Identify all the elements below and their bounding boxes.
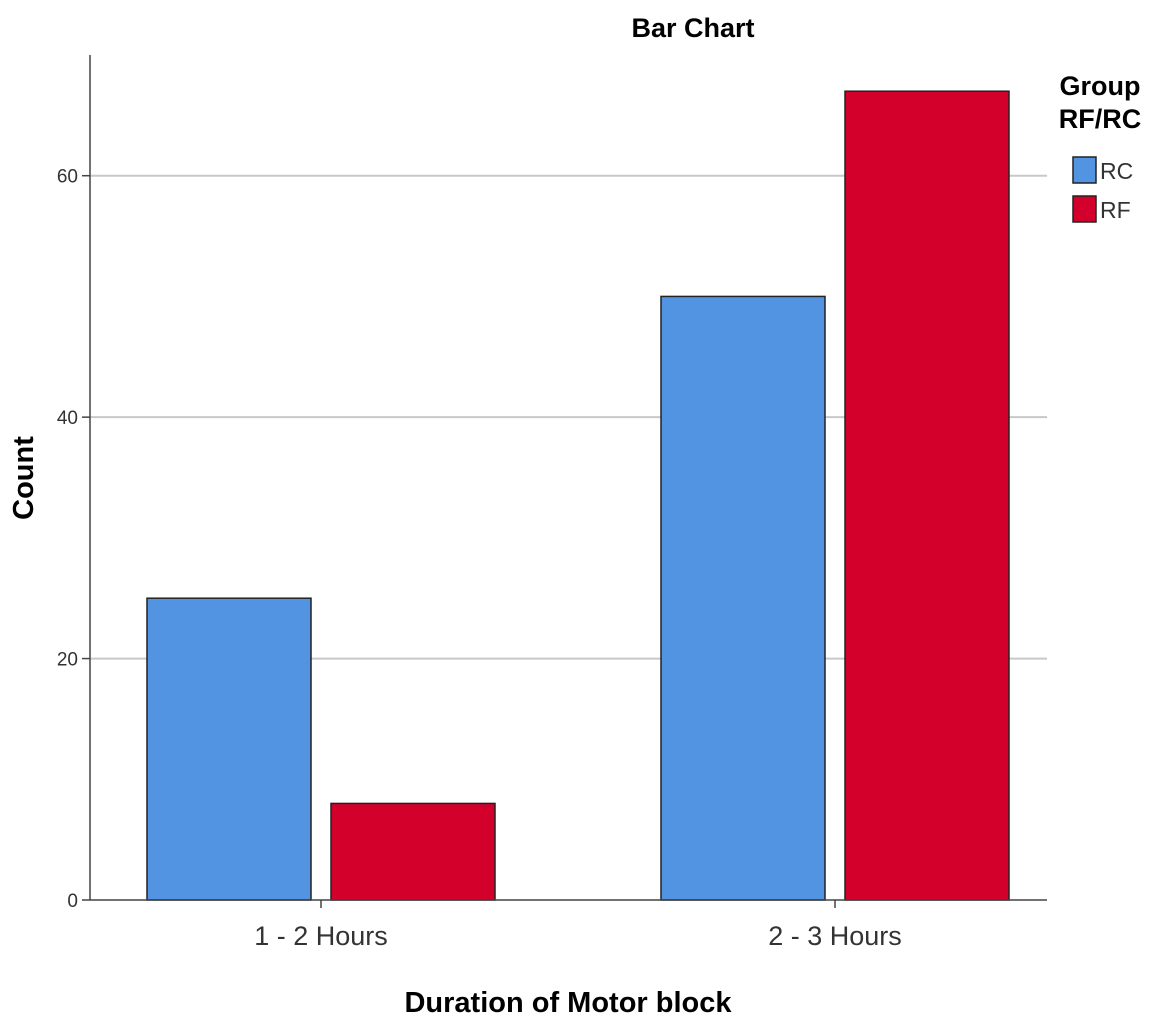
legend-label-rf: RF: [1100, 197, 1131, 223]
y-axis-title: Count: [8, 436, 40, 520]
legend-swatch-rc: [1072, 156, 1097, 184]
legend-items: RC RF: [1072, 156, 1133, 223]
x-axis-title: Duration of Motor block: [404, 987, 732, 1019]
plot-area: 0 20 40 60 1 - 2 Hours 2 - 3 Hours: [57, 55, 1047, 951]
y-tick-label: 0: [67, 891, 78, 912]
bar-rc-1: [146, 597, 312, 901]
y-axis-ticks: 0 20 40 60: [57, 167, 90, 912]
bar-rc-2: [660, 295, 826, 901]
legend: Group RF/RC RC RF: [1059, 71, 1142, 223]
legend-label-rc: RC: [1100, 158, 1133, 184]
legend-swatch-rf: [1072, 195, 1097, 223]
x-tick-label: 2 - 3 Hours: [768, 921, 902, 951]
y-tick-label: 40: [57, 408, 78, 429]
bars: [146, 90, 1010, 901]
x-tick-label: 1 - 2 Hours: [254, 921, 388, 951]
bar-rf-2: [844, 90, 1010, 901]
legend-title-line-1: Group: [1060, 71, 1141, 101]
y-tick-label: 20: [57, 650, 78, 671]
x-axis-ticks: 1 - 2 Hours 2 - 3 Hours: [254, 900, 902, 951]
legend-title-line-2: RF/RC: [1059, 104, 1142, 134]
y-tick-label: 60: [57, 167, 78, 188]
chart-title: Bar Chart: [631, 13, 754, 43]
bar-rf-1: [330, 802, 496, 901]
